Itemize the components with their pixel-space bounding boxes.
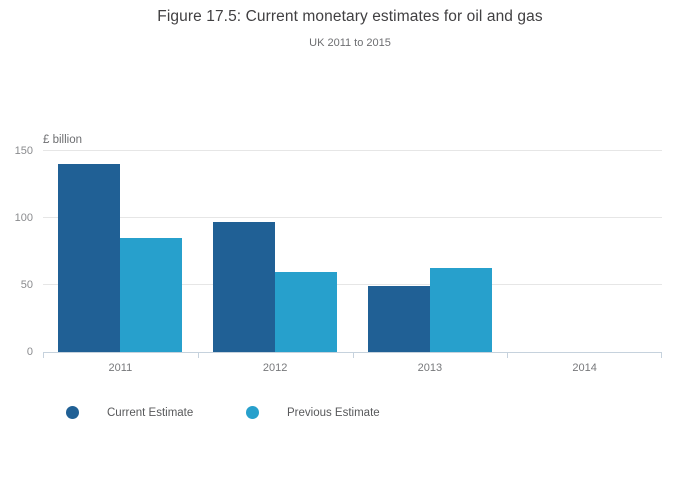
x-tick-label-2012: 2012 [262, 362, 288, 374]
x-tick-label-2014: 2014 [572, 362, 597, 374]
legend-dot-current-estimate-icon [66, 406, 79, 419]
legend-item-current-estimate: Current Estimate [66, 406, 193, 419]
gridline-150 [43, 150, 662, 151]
y-axis-title: £ billion [43, 134, 82, 146]
y-tick-label-50: 50 [20, 279, 33, 291]
gridline-50 [43, 284, 662, 285]
bar-2013-current-estimate [367, 286, 430, 352]
x-axis-tick [353, 352, 354, 358]
bar-2011-current-estimate [58, 164, 121, 352]
x-tick-label-2011: 2011 [108, 362, 133, 374]
bar-2012-previous-estimate [275, 271, 338, 352]
legend-item-previous-estimate: Previous Estimate [246, 406, 380, 419]
chart-subtitle: UK 2011 to 2015 [309, 37, 391, 49]
y-tick-label-150: 150 [14, 145, 33, 157]
bar-2013-previous-estimate [429, 267, 492, 352]
y-tick-label-0: 0 [26, 346, 33, 358]
legend-label-current-estimate: Current Estimate [107, 406, 194, 419]
y-tick-label-100: 100 [14, 212, 33, 224]
x-axis-tick [507, 352, 508, 358]
y-axis-tick-labels: 0 50 100 150 [0, 145, 33, 358]
gridline-100 [43, 217, 662, 218]
legend-label-previous-estimate: Previous Estimate [287, 406, 380, 419]
x-axis-tick [661, 352, 662, 358]
x-axis-tick [43, 352, 44, 358]
bar-2012-current-estimate [213, 222, 276, 352]
bar-2011-previous-estimate [120, 238, 183, 352]
x-tick-label-2013: 2013 [417, 362, 443, 374]
legend-dot-previous-estimate-icon [246, 406, 259, 419]
legend: Current Estimate Previous Estimate [0, 406, 700, 426]
chart-title: Figure 17.5: Current monetary estimates … [157, 8, 543, 25]
x-axis-tick [198, 352, 199, 358]
plot-area: 2011 2012 2013 2014 [43, 150, 662, 374]
